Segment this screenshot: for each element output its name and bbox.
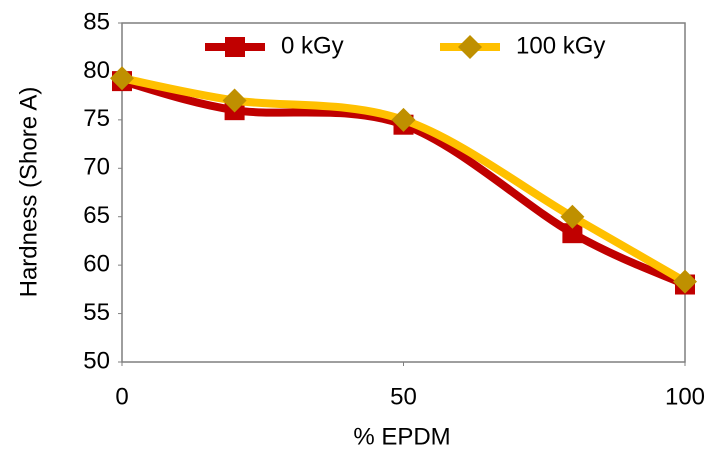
plot-frame — [121, 22, 686, 363]
legend-label: 0 kGy — [281, 32, 344, 59]
data-point — [673, 269, 697, 294]
y-tick-label: 60 — [83, 250, 110, 277]
y-axis-title: Hardness (Shore A) — [15, 87, 42, 298]
x-tick-label: 0 — [115, 383, 128, 410]
y-tick-label: 55 — [83, 299, 110, 326]
data-point — [110, 66, 134, 91]
x-tick-label: 100 — [665, 383, 705, 410]
data-point — [222, 88, 247, 113]
legend-marker — [225, 37, 245, 57]
y-tick-label: 85 — [83, 8, 110, 35]
y-tick-label: 50 — [83, 347, 110, 374]
x-axis-title: % EPDM — [353, 423, 450, 450]
y-tick-label: 70 — [83, 154, 110, 181]
data-point — [562, 223, 583, 244]
y-tick-label: 75 — [83, 105, 110, 132]
y-tick-label: 65 — [83, 202, 110, 229]
legend-marker — [458, 35, 482, 59]
data-point — [560, 204, 585, 229]
x-tick-label: 50 — [390, 383, 417, 410]
legend-label: 100 kGy — [516, 32, 605, 59]
data-point — [391, 107, 416, 132]
y-tick-label: 80 — [83, 57, 110, 84]
